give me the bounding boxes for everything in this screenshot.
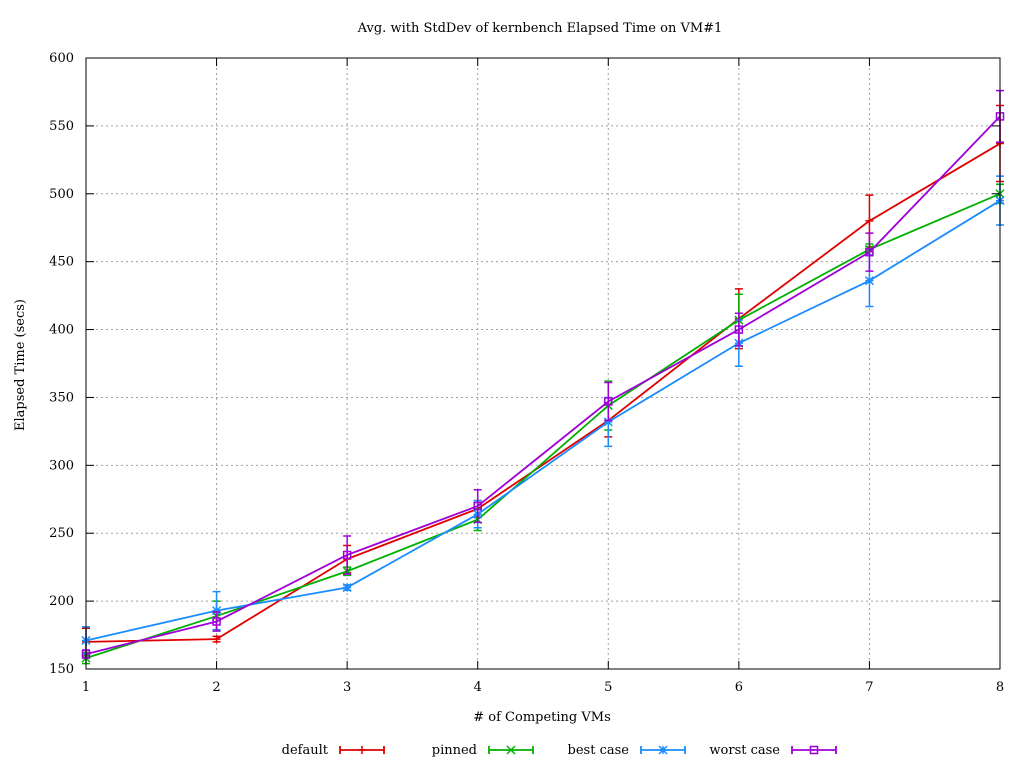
y-tick-label: 250 — [49, 526, 74, 541]
legend-marker — [358, 746, 366, 754]
legend-item-best-case: best case — [568, 743, 686, 758]
legend-label: default — [282, 743, 329, 758]
y-tick-label: 350 — [49, 390, 74, 405]
y-tick-label: 300 — [49, 458, 74, 473]
legend-label: best case — [568, 743, 630, 758]
series-pinned — [81, 183, 1005, 665]
x-tick-label: 8 — [996, 680, 1004, 695]
x-tick-label: 4 — [474, 680, 482, 695]
data-point — [734, 325, 744, 334]
x-tick-label: 3 — [343, 680, 351, 695]
chart-title: Avg. with StdDev of kernbench Elapsed Ti… — [357, 21, 723, 36]
y-tick-label: 450 — [49, 255, 74, 270]
plot-border — [85, 57, 1001, 670]
legend-label: pinned — [432, 743, 477, 758]
y-tick-label: 150 — [49, 662, 74, 677]
x-axis-label: # of Competing VMs — [473, 710, 611, 725]
series-line — [85, 142, 1001, 643]
legend-swatch — [791, 746, 837, 754]
data-point — [212, 606, 222, 616]
data-point — [865, 216, 874, 225]
x-tick-label: 5 — [604, 680, 612, 695]
legend-item-default: default — [282, 743, 385, 758]
y-tick-label: 200 — [49, 594, 74, 609]
legend-marker — [658, 745, 668, 755]
y-tick-label: 500 — [49, 187, 74, 202]
x-tick-label: 6 — [735, 680, 743, 695]
series-line — [85, 192, 1001, 659]
legend-item-pinned: pinned — [432, 743, 534, 758]
data-point — [473, 501, 482, 511]
data-point — [342, 550, 352, 560]
data-point — [603, 417, 613, 427]
series-default — [82, 104, 1004, 657]
legend-marker — [809, 745, 819, 755]
x-tick-label: 2 — [212, 680, 220, 695]
y-axis-label: Elapsed Time (secs) — [13, 299, 28, 431]
y-tick-label: 400 — [49, 323, 74, 338]
axis-ticks: 150 200 250 300 350 400 450 500 550 600 1 2 3 4 5 6 7 8 — [49, 51, 1004, 695]
series-best-case — [81, 175, 1005, 655]
data-point — [864, 276, 874, 286]
legend-marker — [506, 745, 516, 755]
plot-area — [81, 89, 1005, 665]
data-point — [212, 635, 221, 644]
y-tick-label: 600 — [49, 51, 74, 66]
legend-label: worst case — [709, 743, 780, 758]
data-point — [604, 397, 613, 406]
legend: default pinned best case worst case — [282, 743, 837, 758]
y-tick-label: 550 — [49, 119, 74, 134]
data-point — [212, 617, 221, 626]
series-worst-case — [81, 89, 1005, 659]
x-tick-label: 1 — [82, 680, 90, 695]
legend-item-worst-case: worst case — [709, 743, 837, 758]
data-point — [342, 583, 352, 593]
series-line — [85, 199, 1001, 642]
grid — [86, 58, 1000, 669]
series-line — [85, 115, 1001, 655]
x-tick-label: 7 — [865, 680, 873, 695]
data-point — [865, 247, 874, 257]
